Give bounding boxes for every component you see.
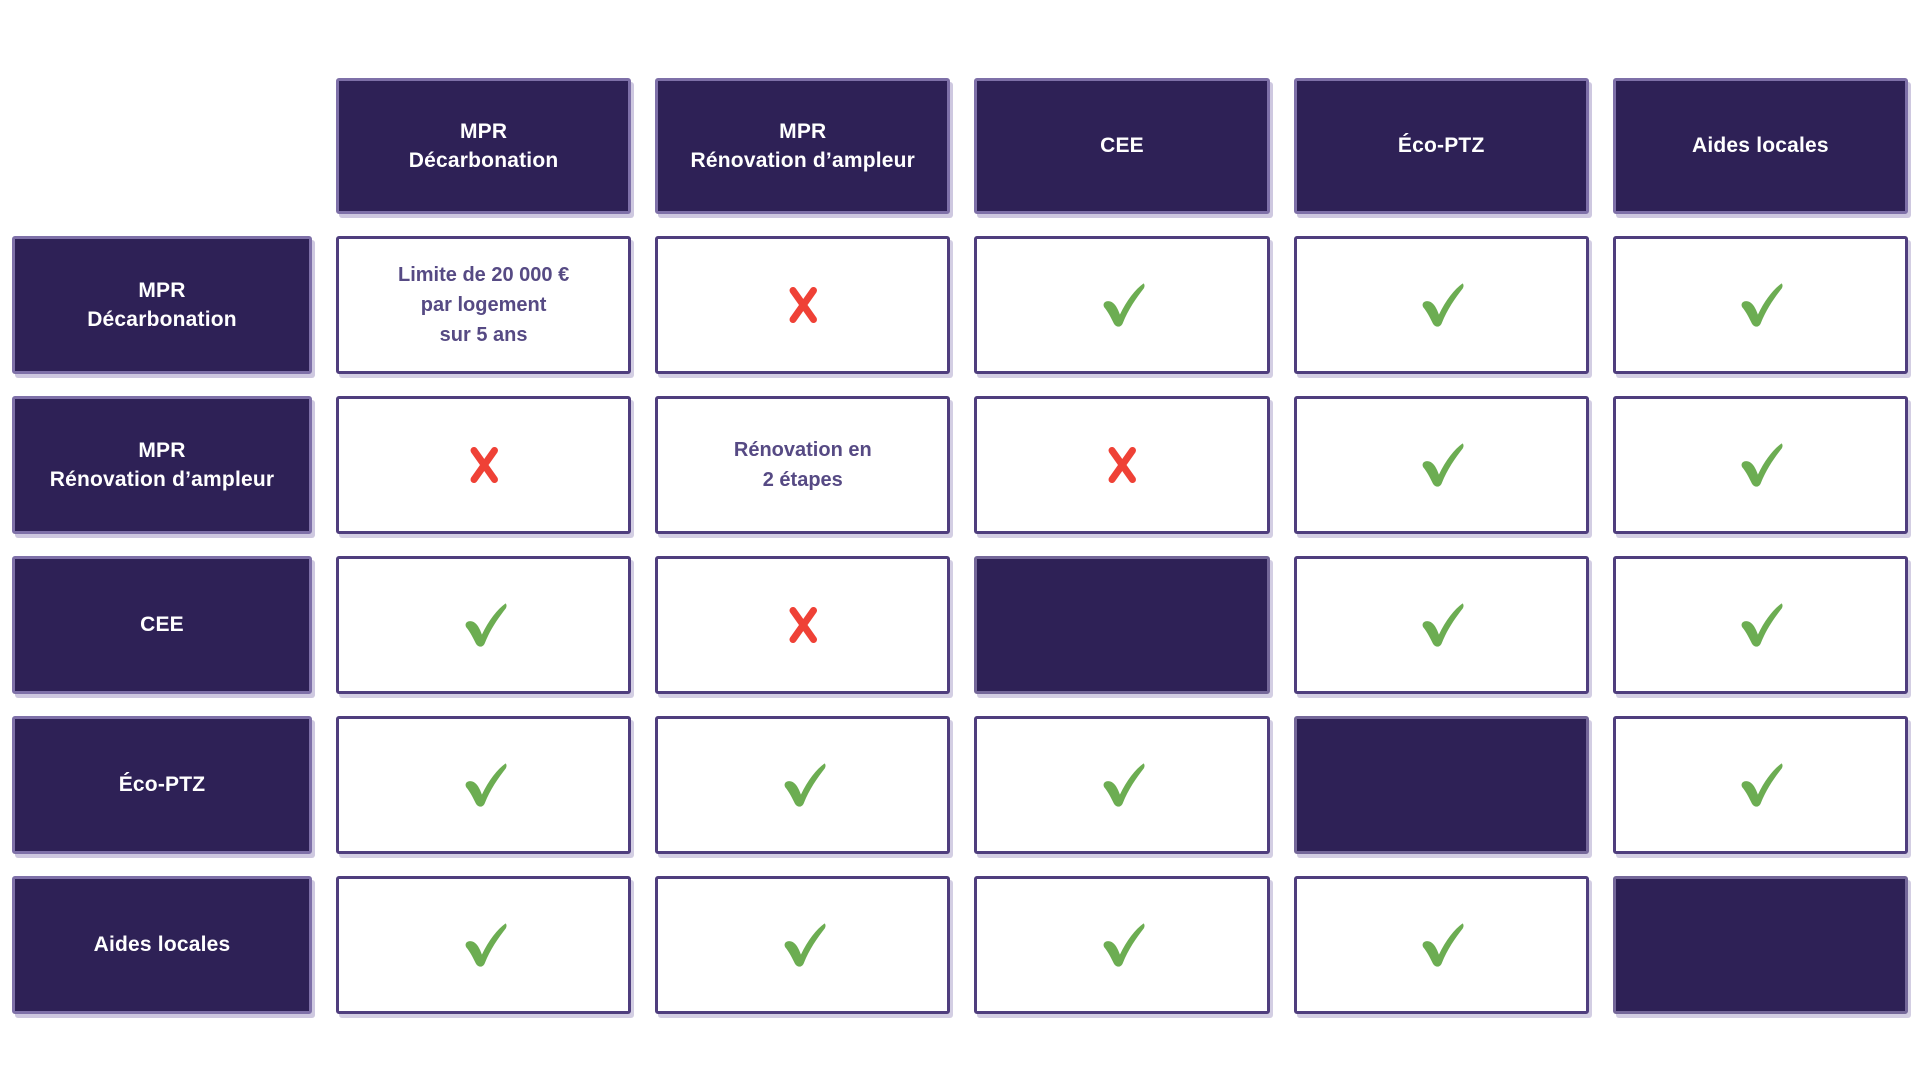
compatibility-matrix: MPR Décarbonation MPR Rénovation d’ample…: [12, 78, 1908, 1014]
row-header-eco-ptz: Éco-PTZ: [12, 716, 312, 854]
matrix-cell: [1612, 716, 1908, 854]
matrix-cell: [974, 396, 1270, 534]
matrix-cell: [336, 716, 632, 854]
matrix-cell: [1293, 556, 1589, 694]
check-icon: [1730, 275, 1790, 335]
matrix-cell: [655, 716, 951, 854]
check-icon: [1411, 595, 1471, 655]
column-header-aides-locales: Aides locales: [1612, 78, 1908, 214]
matrix-cell: Limite de 20 000 € par logement sur 5 an…: [336, 236, 632, 374]
column-header-mpr-decarbonation: MPR Décarbonation: [336, 78, 632, 214]
matrix-cell: [655, 876, 951, 1014]
row-header-mpr-decarbonation: MPR Décarbonation: [12, 236, 312, 374]
cell-note: Limite de 20 000 € par logement sur 5 an…: [397, 264, 570, 346]
row-header-aides-locales: Aides locales: [12, 876, 312, 1014]
check-icon: [1092, 755, 1152, 815]
check-icon: [1730, 435, 1790, 495]
matrix-cell-self-eco-ptz: [1293, 716, 1589, 854]
matrix-cell: [655, 236, 951, 374]
check-icon: [454, 755, 514, 815]
matrix-cell: Rénovation en 2 étapes: [655, 396, 951, 534]
matrix-cell: [1293, 236, 1589, 374]
matrix-cell-self-cee: [974, 556, 1270, 694]
matrix-cell: [1612, 556, 1908, 694]
cross-icon: [1097, 440, 1147, 490]
cross-icon: [778, 280, 828, 330]
check-icon: [1092, 915, 1152, 975]
check-icon: [1092, 275, 1152, 335]
check-icon: [773, 915, 833, 975]
matrix-cell: [974, 876, 1270, 1014]
row-header-cee: CEE: [12, 556, 312, 694]
check-icon: [773, 755, 833, 815]
matrix-cell: [655, 556, 951, 694]
corner-spacer: [12, 78, 312, 214]
matrix-cell: [1293, 396, 1589, 534]
matrix-cell: [1612, 396, 1908, 534]
check-icon: [1411, 435, 1471, 495]
matrix-cell: [336, 396, 632, 534]
cell-note: Rénovation en 2 étapes: [733, 439, 872, 491]
check-icon: [454, 595, 514, 655]
matrix-cell: [336, 876, 632, 1014]
check-icon: [1411, 915, 1471, 975]
matrix-cell: [1293, 876, 1589, 1014]
check-icon: [1730, 755, 1790, 815]
matrix-cell: [336, 556, 632, 694]
matrix-cell: [974, 236, 1270, 374]
check-icon: [1411, 275, 1471, 335]
check-icon: [454, 915, 514, 975]
row-header-mpr-renovation-ampleur: MPR Rénovation d’ampleur: [12, 396, 312, 534]
matrix-cell: [1612, 236, 1908, 374]
matrix-cell-self-aides-locales: [1612, 876, 1908, 1014]
column-header-eco-ptz: Éco-PTZ: [1293, 78, 1589, 214]
column-header-mpr-renovation-ampleur: MPR Rénovation d’ampleur: [655, 78, 951, 214]
cross-icon: [778, 600, 828, 650]
matrix-cell: [974, 716, 1270, 854]
column-header-cee: CEE: [974, 78, 1270, 214]
cross-icon: [459, 440, 509, 490]
check-icon: [1730, 595, 1790, 655]
